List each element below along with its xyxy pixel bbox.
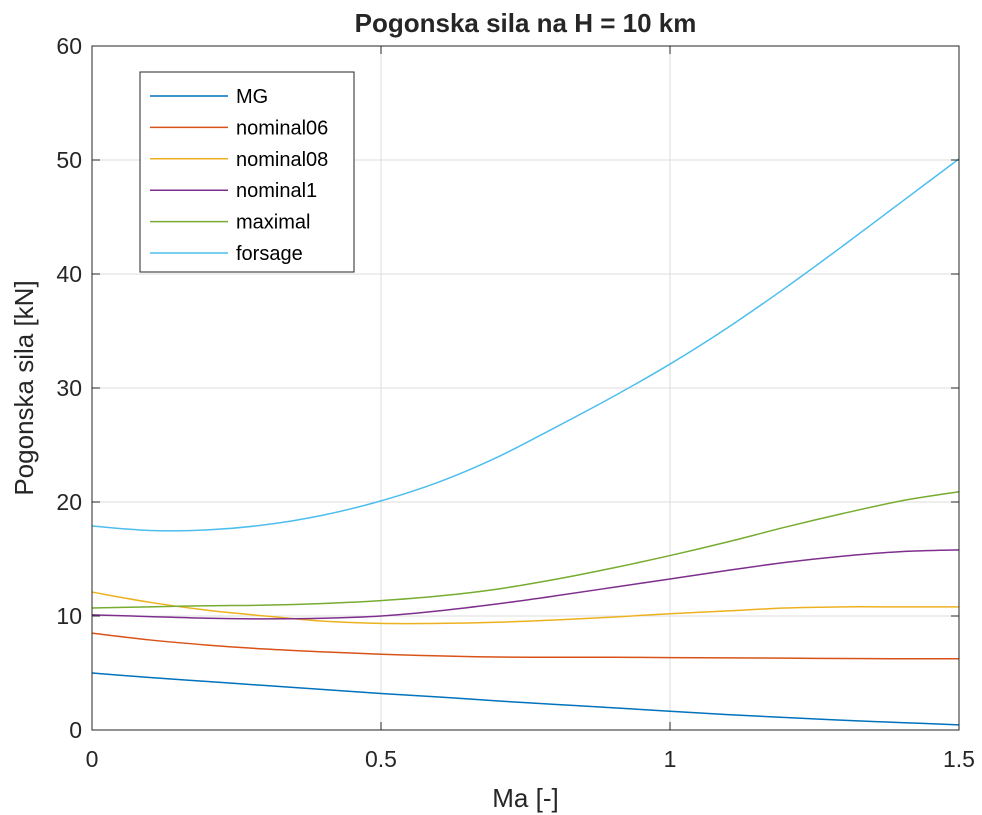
legend-label-forsage: forsage	[236, 243, 303, 265]
legend-label-maximal: maximal	[236, 212, 310, 234]
y-axis-label: Pogonska sila [kN]	[9, 280, 39, 495]
series-line-forsage	[91, 158, 960, 532]
series-line-nominal08	[91, 591, 959, 625]
series-line-nominal06	[91, 632, 960, 660]
series-lines	[91, 158, 960, 726]
y-tick-label: 10	[56, 603, 82, 629]
legend: MG nominal06 nominal08 nominal1 maximal forsa…	[139, 71, 355, 273]
series-line-MG	[91, 672, 960, 726]
ticks	[91, 45, 960, 731]
y-tick-label: 60	[56, 33, 82, 59]
series-line-nominal1	[91, 549, 960, 620]
legend-label-nominal06: nominal06	[236, 117, 328, 139]
y-tick-label: 0	[69, 717, 82, 743]
x-tick-label: 1	[664, 746, 677, 772]
y-tick-label: 30	[56, 375, 82, 401]
legend-label-nominal08: nominal08	[236, 149, 328, 171]
series-line-maximal	[91, 490, 960, 609]
legend-label-nominal1: nominal1	[236, 180, 317, 202]
legend-box	[139, 71, 355, 273]
x-tick-label: 1.5	[943, 746, 975, 772]
tick-labels: 0 0.5 1 1.5 0 10 20 30 40 50 60	[56, 33, 975, 772]
y-tick-label: 20	[56, 489, 82, 515]
y-tick-label: 40	[56, 261, 82, 287]
x-axis-label: Ma [-]	[492, 783, 558, 813]
x-tick-label: 0	[86, 746, 99, 772]
y-tick-label: 50	[56, 147, 82, 173]
x-tick-label: 0.5	[365, 746, 397, 772]
chart-title: Pogonska sila na H = 10 km	[355, 8, 697, 38]
legend-label-MG: MG	[236, 86, 268, 108]
